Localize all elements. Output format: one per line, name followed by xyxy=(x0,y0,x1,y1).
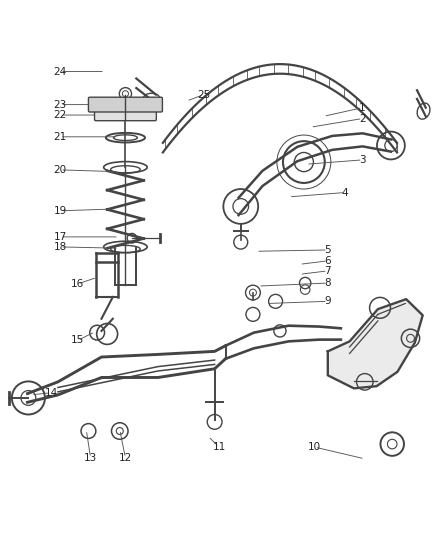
Text: 22: 22 xyxy=(53,110,67,120)
Polygon shape xyxy=(328,299,423,389)
Text: 24: 24 xyxy=(53,67,67,77)
Text: 1: 1 xyxy=(359,103,366,112)
Text: 23: 23 xyxy=(53,100,67,110)
Text: 11: 11 xyxy=(212,442,226,452)
Text: 18: 18 xyxy=(53,242,67,252)
Text: 14: 14 xyxy=(45,387,58,398)
FancyBboxPatch shape xyxy=(95,108,156,120)
Text: 4: 4 xyxy=(342,188,349,198)
Text: 19: 19 xyxy=(53,206,67,216)
Text: 5: 5 xyxy=(325,245,331,255)
Text: 8: 8 xyxy=(325,278,331,288)
Text: 20: 20 xyxy=(53,165,67,175)
Text: 2: 2 xyxy=(359,114,366,124)
Text: 9: 9 xyxy=(325,296,331,306)
Text: 7: 7 xyxy=(325,266,331,276)
Text: 6: 6 xyxy=(325,256,331,266)
Text: 15: 15 xyxy=(71,335,84,345)
FancyBboxPatch shape xyxy=(88,97,162,112)
Text: 17: 17 xyxy=(53,232,67,242)
Text: 12: 12 xyxy=(119,453,132,463)
Text: 3: 3 xyxy=(359,155,366,165)
Text: 10: 10 xyxy=(308,442,321,452)
Text: 13: 13 xyxy=(84,453,97,463)
Text: 21: 21 xyxy=(53,132,67,142)
Text: 16: 16 xyxy=(71,279,84,289)
Text: 25: 25 xyxy=(197,90,210,100)
